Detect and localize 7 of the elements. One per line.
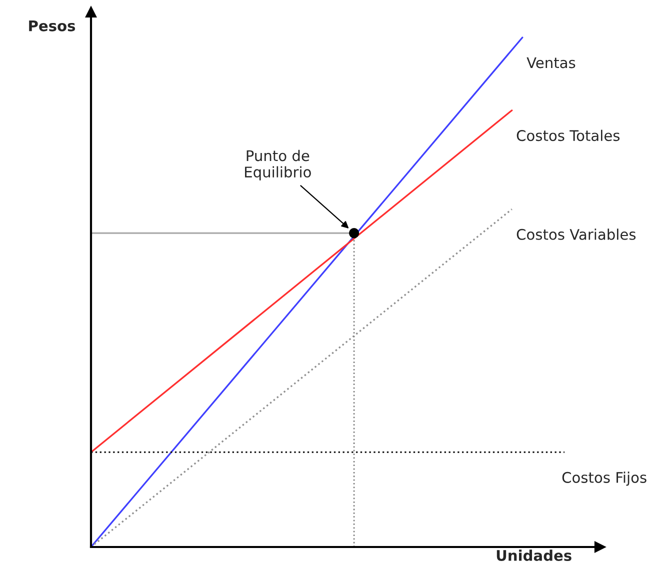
series-label: Costos Variables bbox=[516, 228, 636, 240]
y-axis-title: Pesos bbox=[29, 20, 76, 32]
series-label: Costos Fijos bbox=[562, 472, 646, 486]
series-label: Ventas bbox=[526, 57, 576, 68]
series-label: Costos Totales bbox=[516, 130, 620, 142]
x-axis-title: Unidades bbox=[496, 550, 572, 561]
annotation: Punto de Equilibrio bbox=[245, 150, 311, 180]
